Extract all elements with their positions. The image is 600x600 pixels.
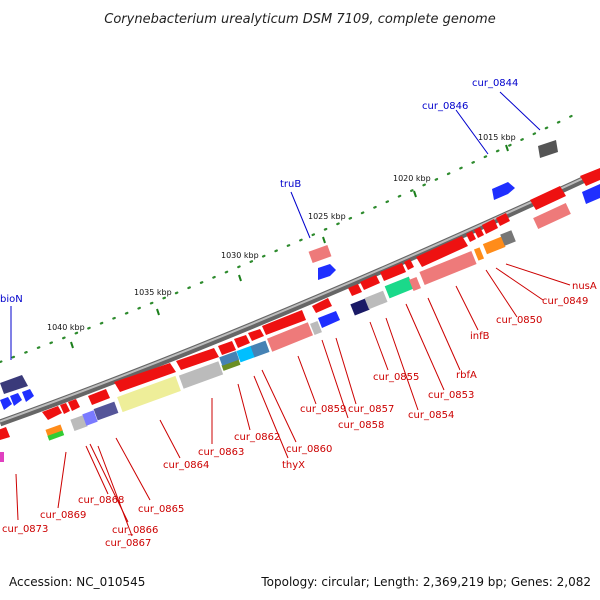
gene-blue-left-2[interactable] [10, 393, 22, 406]
kbp-scale: 1015 kbp 1020 kbp 1025 kbp 1030 kbp 1035… [0, 110, 582, 364]
gene-red-row-4[interactable] [88, 389, 110, 405]
gene-red-row-2[interactable] [60, 403, 70, 414]
kbp-label-1035: 1035 kbp [134, 288, 172, 297]
gene-red-row-19[interactable] [482, 219, 498, 234]
gene-cur_0864[interactable] [114, 363, 176, 392]
gene-features [0, 140, 600, 462]
gene-cur_0857[interactable] [318, 311, 340, 328]
gene-cur_0850[interactable] [482, 236, 506, 255]
label-cur_0868: cur_0868 [78, 495, 124, 506]
label-cur_0855: cur_0855 [373, 372, 419, 383]
gene-grey-small[interactable] [310, 320, 322, 336]
gene-red-row-15[interactable] [404, 259, 414, 270]
gene-red-left-top[interactable] [0, 427, 10, 440]
label-cur_0873: cur_0873 [2, 524, 48, 535]
label-cur_0865: cur_0865 [138, 504, 184, 515]
label-cur_0857: cur_0857 [348, 404, 394, 415]
gene-cur_0853[interactable] [409, 276, 421, 292]
gene-orange-mid[interactable] [473, 247, 485, 261]
label-cur_0850: cur_0850 [496, 315, 542, 326]
gene-bioN[interactable] [0, 375, 28, 394]
gene-small-1[interactable] [308, 244, 332, 264]
gene-red-row-6[interactable] [176, 348, 219, 370]
gene-cur_0860[interactable] [266, 322, 314, 352]
gene-red-row-18[interactable] [474, 227, 484, 238]
label-cur_0844: cur_0844 [472, 78, 518, 89]
label-cur_0867: cur_0867 [105, 538, 151, 549]
label-cur_0854: cur_0854 [408, 410, 454, 421]
gene-red-row-20[interactable] [496, 213, 510, 226]
gene-red-row-16[interactable] [416, 236, 468, 267]
kbp-label-1040: 1040 kbp [47, 323, 85, 332]
label-cur_0858: cur_0858 [338, 420, 384, 431]
kbp-label-1025: 1025 kbp [308, 212, 346, 221]
gene-red-row-21[interactable] [530, 186, 566, 210]
gene-magenta-left[interactable] [0, 452, 4, 462]
kbp-label-1030: 1030 kbp [221, 251, 259, 260]
gene-red-row-14[interactable] [380, 263, 406, 281]
gene-red-row-12[interactable] [348, 284, 362, 296]
gene-red-row-9[interactable] [248, 329, 264, 341]
major-ticks [70, 144, 509, 349]
gene-grey-mid[interactable] [364, 290, 388, 310]
gene-blue-right[interactable] [582, 184, 600, 204]
gene-blue-steel[interactable] [219, 351, 240, 366]
label-cur_0849: cur_0849 [542, 296, 588, 307]
gene-red-row-8[interactable] [234, 335, 250, 348]
gene-pink-right[interactable] [533, 202, 571, 230]
gene-red-row-17[interactable] [466, 231, 476, 242]
gene-blue-left-3[interactable] [22, 389, 34, 402]
label-cur_0866: cur_0866 [112, 525, 158, 536]
kbp-label-1020: 1020 kbp [393, 174, 431, 183]
label-truB: truB [280, 179, 301, 190]
label-cur_0864: cur_0864 [163, 460, 209, 471]
gene-cur_0865[interactable] [93, 401, 119, 421]
genome-backbone [0, 168, 600, 427]
gene-red-row-22[interactable] [580, 168, 600, 186]
gene-orange-left[interactable] [45, 424, 63, 437]
label-cur_0846: cur_0846 [422, 101, 468, 112]
gene-red-row-1[interactable] [42, 406, 62, 420]
label-cur_0860: cur_0860 [286, 444, 332, 455]
gene-thyX[interactable] [250, 340, 270, 358]
gene-cur_0863[interactable] [178, 361, 224, 389]
label-cur_0859: cur_0859 [300, 404, 346, 415]
gene-grey-left[interactable] [70, 414, 88, 432]
gene-nusA[interactable] [500, 230, 516, 246]
label-rbfA: rbfA [456, 370, 477, 381]
gene-cur_0855[interactable] [350, 298, 370, 316]
gene-olive[interactable] [221, 359, 241, 371]
label-cur_0869: cur_0869 [40, 510, 86, 521]
label-cur_0862: cur_0862 [234, 432, 280, 443]
gene-cur_0844[interactable] [538, 140, 558, 158]
gene-cur_0864-band[interactable] [117, 375, 181, 413]
label-leaders [10, 91, 571, 537]
topology-text: Topology: circular; Length: 2,369,219 bp… [260, 575, 591, 589]
gene-red-row-10[interactable] [262, 310, 306, 335]
gene-red-row-3[interactable] [68, 399, 80, 411]
label-nusA: nusA [572, 281, 597, 292]
gene-cur_0846[interactable] [492, 182, 515, 200]
gene-red-row-13[interactable] [360, 275, 380, 290]
gene-red-row-7[interactable] [218, 341, 236, 355]
map-title: Corynebacterium urealyticum DSM 7109, co… [104, 12, 495, 27]
label-thyX: thyX [282, 460, 305, 471]
label-cur_0863: cur_0863 [198, 447, 244, 458]
accession-text: Accession: NC_010545 [9, 575, 145, 589]
label-bioN: bioN [0, 294, 23, 305]
kbp-label-1015: 1015 kbp [478, 133, 516, 142]
gene-rbfA[interactable] [384, 276, 414, 299]
gene-red-row-11[interactable] [312, 298, 332, 313]
gene-cyan[interactable] [236, 345, 256, 363]
gene-truB[interactable] [318, 264, 336, 280]
label-infB: infB [470, 331, 490, 342]
label-cur_0853: cur_0853 [428, 390, 474, 401]
gene-blue-left-1[interactable] [0, 397, 12, 410]
gene-cur_0866[interactable] [82, 410, 98, 426]
gene-green-left[interactable] [47, 430, 65, 441]
gene-infB[interactable] [419, 251, 477, 285]
